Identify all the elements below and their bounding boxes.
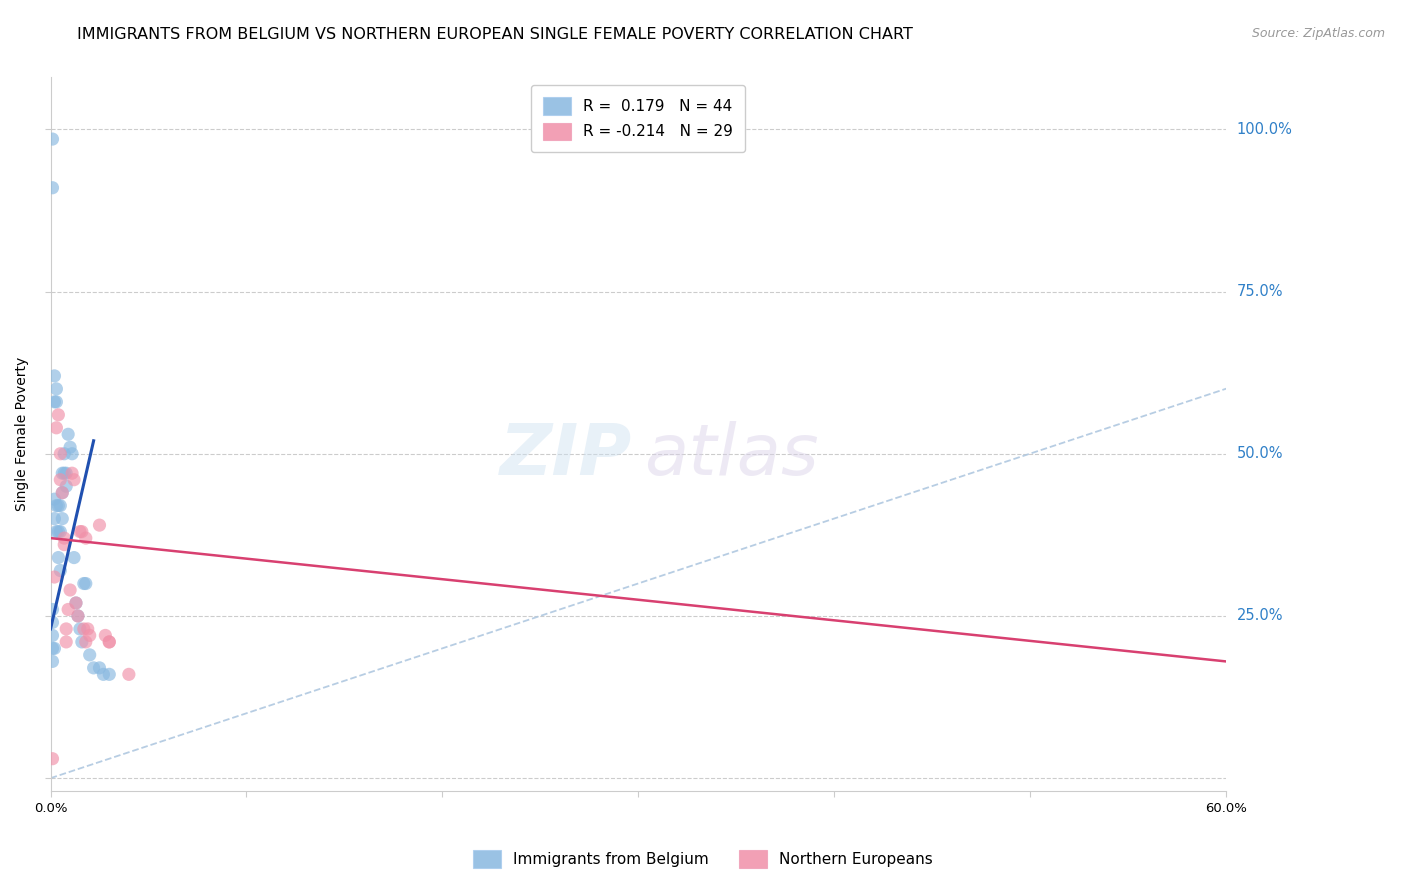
Point [53,531,76,545]
Point [41,654,63,668]
Point [60,447,83,461]
Point [53,467,76,481]
Point [49,447,72,461]
Point [70,524,93,539]
Point [73,622,96,636]
Point [44,368,66,383]
Text: Source: ZipAtlas.com: Source: ZipAtlas.com [1251,27,1385,40]
Point [89,661,111,675]
Point [41,602,63,616]
Point [48,524,70,539]
Point [79,648,101,662]
Point [49,564,72,578]
Point [60,467,83,481]
Point [45,524,67,539]
Point [98,635,121,649]
Point [69,524,91,539]
Point [51,485,73,500]
Text: 50.0%: 50.0% [1237,446,1284,461]
Point [55,622,77,636]
Point [49,524,72,539]
Legend: R =  0.179   N = 44, R = -0.214   N = 29: R = 0.179 N = 44, R = -0.214 N = 29 [531,85,745,153]
Point [73,576,96,591]
Point [83,661,105,675]
Point [45,395,67,409]
Point [66,609,89,624]
Point [55,479,77,493]
Point [69,622,91,636]
Text: 25.0%: 25.0% [1237,608,1284,624]
Point [41,615,63,630]
Point [75,635,97,649]
Point [51,485,73,500]
Point [76,622,98,636]
Point [44,570,66,584]
Point [59,582,82,597]
Point [66,609,89,624]
Text: IMMIGRANTS FROM BELGIUM VS NORTHERN EUROPEAN SINGLE FEMALE POVERTY CORRELATION C: IMMIGRANTS FROM BELGIUM VS NORTHERN EURO… [77,27,914,42]
Point [56,602,79,616]
Point [53,447,76,461]
Point [55,467,77,481]
Point [41,752,63,766]
Point [56,427,79,442]
Text: 100.0%: 100.0% [1237,122,1292,136]
Point [53,538,76,552]
Point [48,550,70,565]
Point [65,596,87,610]
Point [118,667,141,681]
Point [98,667,121,681]
Point [45,421,67,435]
Text: ZIP: ZIP [501,421,633,491]
Y-axis label: Single Female Poverty: Single Female Poverty [15,357,30,511]
Point [49,473,72,487]
Text: atlas: atlas [644,421,818,491]
Point [41,132,63,146]
Point [75,531,97,545]
Point [98,635,121,649]
Point [63,473,86,487]
Text: 75.0%: 75.0% [1237,284,1284,299]
Point [48,499,70,513]
Legend: Immigrants from Belgium, Northern Europeans: Immigrants from Belgium, Northern Europe… [465,843,941,875]
Point [94,628,117,642]
Point [45,382,67,396]
Point [44,511,66,525]
Point [41,180,63,194]
Point [63,550,86,565]
Point [93,667,115,681]
Point [55,635,77,649]
Point [48,408,70,422]
Point [41,628,63,642]
Point [44,395,66,409]
Point [45,499,67,513]
Point [49,499,72,513]
Point [51,511,73,525]
Point [59,440,82,454]
Point [41,641,63,656]
Point [75,576,97,591]
Point [44,641,66,656]
Point [79,628,101,642]
Point [65,596,87,610]
Point [89,518,111,533]
Point [44,492,66,507]
Point [70,635,93,649]
Point [51,467,73,481]
